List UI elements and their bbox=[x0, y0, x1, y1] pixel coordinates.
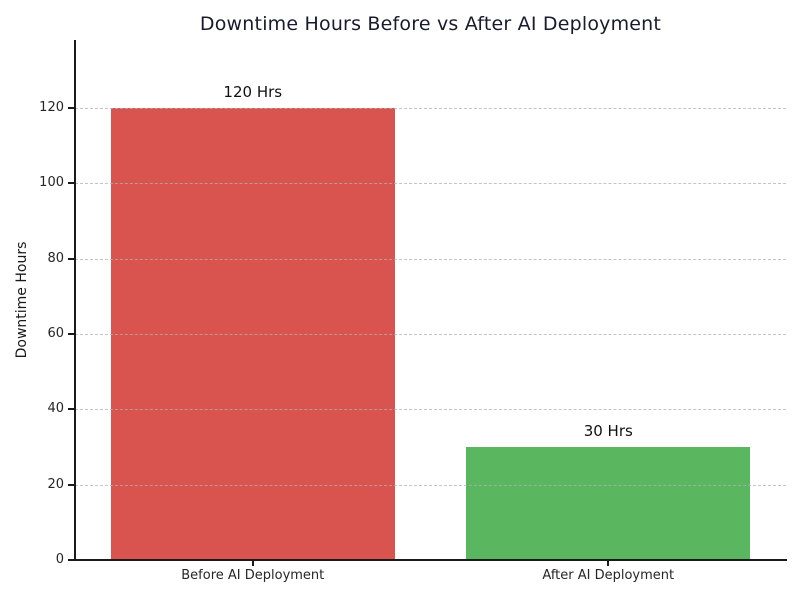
x-tick-mark-after-ai-deployment bbox=[607, 561, 610, 566]
y-tick-mark-100 bbox=[68, 182, 74, 185]
y-tick-label-40: 40 bbox=[47, 401, 64, 417]
gridline-y-60 bbox=[75, 333, 786, 335]
y-tick-mark-80 bbox=[68, 257, 74, 260]
bar-value-label-before-ai-deployment: 120 Hrs bbox=[223, 82, 283, 101]
chart-title: Downtime Hours Before vs After AI Deploy… bbox=[199, 13, 662, 35]
x-axis-spine bbox=[74, 559, 787, 561]
y-tick-label-100: 100 bbox=[39, 175, 64, 191]
x-tick-label-before-ai-deployment: Before AI Deployment bbox=[181, 568, 325, 583]
y-tick-mark-60 bbox=[68, 332, 74, 335]
y-tick-label-80: 80 bbox=[47, 250, 64, 266]
y-tick-mark-0 bbox=[68, 559, 74, 561]
y-tick-label-20: 20 bbox=[47, 476, 64, 492]
gridline-y-120 bbox=[75, 107, 786, 109]
bars-layer: 120 Hrs 30 Hrs bbox=[75, 40, 786, 560]
x-tick-label-after-ai-deployment: After AI Deployment bbox=[542, 568, 675, 583]
plot-area: 120 Hrs 30 Hrs bbox=[74, 40, 787, 561]
y-tick-label-0: 0 bbox=[55, 552, 64, 567]
y-tick-label-60: 60 bbox=[47, 325, 64, 341]
bar-value-label-after-ai-deployment: 30 Hrs bbox=[583, 421, 633, 440]
y-tick-mark-120 bbox=[68, 106, 74, 109]
x-tick-mark-before-ai-deployment bbox=[251, 561, 254, 566]
gridline-y-40 bbox=[75, 409, 786, 411]
y-tick-mark-40 bbox=[68, 408, 74, 411]
bar-before-ai-deployment bbox=[110, 107, 395, 560]
y-axis-spine bbox=[74, 40, 76, 560]
gridline-y-80 bbox=[75, 258, 786, 260]
gridline-y-20 bbox=[75, 484, 786, 486]
y-tick-label-120: 120 bbox=[39, 99, 64, 115]
grid-layer bbox=[75, 40, 786, 560]
bar-after-ai-deployment bbox=[466, 446, 751, 560]
y-tick-mark-20 bbox=[68, 483, 74, 486]
gridline-y-100 bbox=[75, 183, 786, 185]
